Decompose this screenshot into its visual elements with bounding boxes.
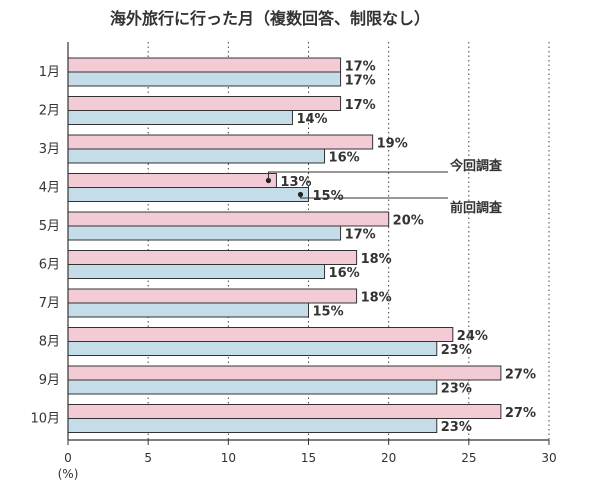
category-label: 9月 — [39, 373, 60, 388]
data-label: 27% — [505, 406, 536, 421]
data-label: 24% — [457, 329, 488, 344]
bar-current — [67, 134, 374, 150]
bar-previous — [67, 379, 438, 395]
data-label: 14% — [296, 112, 327, 127]
data-label: 23% — [441, 420, 472, 435]
bar-previous — [67, 187, 309, 202]
data-label: 17% — [345, 228, 376, 243]
data-label: 17% — [345, 60, 376, 75]
labels: 1月 17%17%2月 17%14%3月 19%16%4月 13%15%5月 20%17%… — [30, 60, 536, 436]
data-label: 18% — [361, 291, 392, 306]
data-label: 15% — [313, 305, 344, 320]
data-label: 13% — [280, 175, 311, 190]
data-label: 17% — [345, 98, 376, 113]
data-label: 18% — [361, 252, 392, 267]
legend-leader-line — [267, 171, 448, 181]
bar-current — [67, 288, 358, 304]
x-tick-label-0: 0 — [64, 451, 72, 465]
legend-label: 今回調査 — [449, 158, 503, 174]
bar-current — [67, 327, 454, 342]
data-label: 17% — [345, 74, 376, 89]
x-tick-label-25: 25 — [461, 451, 476, 465]
chart-title: 海外旅行に行った月（複数回答、制限なし） — [110, 9, 430, 28]
bar-previous — [67, 71, 342, 87]
bar-current — [67, 173, 277, 188]
bars — [67, 57, 502, 433]
bar-current — [67, 404, 502, 419]
bar-previous — [67, 110, 293, 125]
data-label: 20% — [393, 214, 424, 229]
data-label: 27% — [505, 368, 536, 383]
category-label: 5月 — [39, 219, 60, 234]
data-label: 15% — [313, 189, 344, 204]
x-unit-label: (%) — [58, 467, 79, 481]
category-label: 4月 — [39, 181, 60, 196]
x-tick-label-30: 30 — [541, 451, 556, 465]
category-label: 6月 — [39, 258, 60, 273]
bar-previous — [67, 264, 326, 279]
bar-previous — [67, 341, 438, 356]
x-tick-label-5: 5 — [144, 451, 152, 465]
bar-previous — [67, 225, 342, 241]
axes: 0 5 10 15 20 25 30 (%) — [58, 42, 557, 481]
bar-previous — [67, 148, 326, 164]
category-label: 2月 — [39, 104, 60, 119]
bar-current — [67, 250, 358, 265]
category-label: 10月 — [30, 412, 60, 427]
gridlines — [147, 42, 550, 440]
bar-previous — [67, 418, 438, 433]
data-label: 23% — [441, 343, 472, 358]
bar-current — [67, 211, 390, 227]
category-label: 1月 — [39, 65, 60, 80]
data-label: 23% — [441, 382, 472, 397]
data-label: 16% — [329, 151, 360, 166]
data-label: 16% — [329, 266, 360, 281]
bar-current — [67, 96, 342, 111]
bar-current — [67, 57, 342, 73]
category-label: 3月 — [39, 142, 60, 157]
data-label: 19% — [377, 137, 408, 152]
x-tick-label-15: 15 — [301, 451, 316, 465]
x-tick-label-10: 10 — [221, 451, 236, 465]
legend-label: 前回調査 — [450, 200, 503, 216]
legend-leader-line — [300, 194, 448, 199]
category-label: 7月 — [39, 296, 60, 311]
bar-current — [67, 365, 502, 381]
x-tick-label-20: 20 — [381, 451, 396, 465]
bar-previous — [67, 302, 309, 318]
category-label: 8月 — [39, 335, 60, 350]
